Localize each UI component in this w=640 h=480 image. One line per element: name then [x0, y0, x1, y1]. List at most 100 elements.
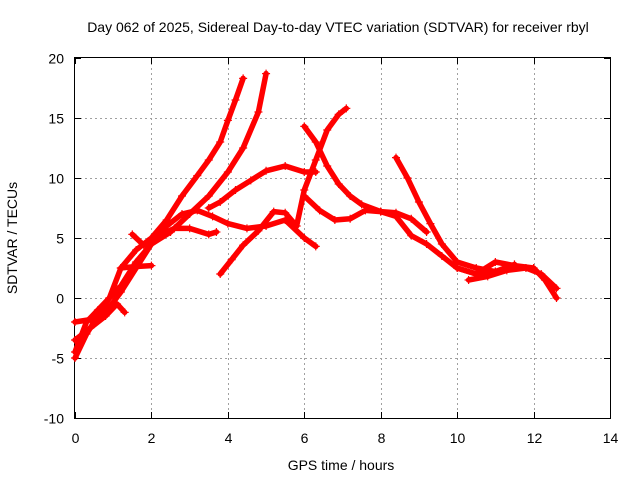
- data-point: [113, 300, 122, 308]
- data-point: [216, 198, 225, 206]
- series-arc-e: [128, 224, 221, 250]
- data-point: [105, 294, 114, 302]
- data-point: [132, 246, 141, 254]
- data-point: [204, 156, 213, 164]
- data-point: [227, 255, 236, 264]
- y-tick-labels: -10 -5 0 5 10 15 20: [44, 51, 64, 427]
- data-point: [239, 241, 248, 250]
- data-point: [216, 138, 225, 146]
- data-point: [403, 174, 412, 182]
- data-point: [128, 230, 137, 239]
- data-point: [552, 284, 561, 293]
- data-point: [147, 261, 156, 270]
- data-point: [346, 214, 355, 223]
- data-point: [281, 162, 290, 170]
- data-point: [262, 166, 271, 175]
- data-point: [208, 212, 217, 221]
- series-arc-f: [116, 261, 156, 272]
- data-point: [71, 336, 79, 344]
- data-point: [212, 228, 221, 236]
- data-point: [101, 312, 110, 320]
- y-tick-label: 5: [56, 231, 64, 247]
- data-point: [407, 214, 416, 223]
- y-tick-label: -10: [44, 411, 64, 427]
- data-point: [242, 224, 251, 233]
- y-tick-label: 20: [48, 51, 64, 67]
- chart-title: Day 062 of 2025, Sidereal Day-to-day VTE…: [87, 19, 589, 35]
- data-point: [231, 186, 240, 194]
- data-point: [262, 69, 271, 78]
- x-tick-label: 0: [72, 430, 80, 446]
- data-point: [357, 200, 366, 209]
- data-point: [491, 258, 500, 266]
- series-arc-c: [71, 206, 320, 326]
- data-point: [216, 270, 225, 278]
- data-point: [311, 156, 320, 164]
- x-tick-label: 8: [378, 430, 386, 446]
- data-point: [315, 206, 324, 215]
- data-point: [300, 234, 309, 242]
- data-point: [223, 116, 232, 125]
- data-point: [269, 207, 278, 216]
- data-point: [204, 192, 213, 200]
- data-point: [231, 96, 240, 104]
- data-point: [246, 176, 255, 185]
- series-line: [72, 207, 319, 325]
- data-point: [193, 171, 202, 180]
- x-tick-label: 10: [450, 430, 466, 446]
- x-tick-label: 4: [225, 430, 233, 446]
- data-point: [300, 192, 309, 200]
- series-line: [206, 163, 319, 211]
- series-arc-h: [216, 104, 351, 278]
- data-point: [311, 242, 320, 251]
- data-point: [162, 222, 171, 230]
- y-tick-label: 15: [48, 111, 64, 127]
- data-point: [128, 262, 137, 271]
- series-line: [72, 70, 269, 355]
- data-point: [155, 231, 164, 240]
- data-point: [464, 276, 473, 284]
- data-point: [521, 264, 530, 272]
- data-point: [334, 110, 343, 119]
- y-tick-label: 0: [56, 291, 64, 307]
- x-tick-labels: 0 2 4 6 8 10 12 14: [72, 430, 619, 446]
- y-axis-label: SDTVAR / TECUs: [4, 182, 20, 294]
- x-tick-label: 6: [301, 430, 309, 446]
- data-point: [311, 138, 320, 146]
- data-point: [502, 266, 511, 275]
- data-point: [204, 204, 213, 212]
- data-point: [300, 168, 309, 176]
- x-tick-label: 2: [148, 430, 156, 446]
- data-point: [139, 241, 148, 250]
- series-line: [217, 105, 350, 277]
- data-point: [254, 226, 263, 235]
- data-point: [86, 324, 95, 332]
- data-point: [185, 224, 194, 233]
- x-axis-label: GPS time / hours: [288, 457, 395, 473]
- data-point: [376, 207, 385, 216]
- data-point: [422, 228, 431, 236]
- data-point: [116, 288, 125, 296]
- axis-ticks: [75, 58, 611, 419]
- data-point: [170, 224, 179, 233]
- series-arc-g: [204, 162, 320, 212]
- data-point: [292, 222, 301, 230]
- data-point: [239, 74, 248, 83]
- data-point: [552, 294, 561, 302]
- data-series: [71, 69, 561, 362]
- data-point: [281, 208, 290, 217]
- data-point: [483, 272, 492, 281]
- data-point: [300, 122, 309, 131]
- data-point: [178, 210, 186, 218]
- y-tick-label: 10: [48, 171, 64, 187]
- series-arc-m: [464, 264, 561, 293]
- data-point: [392, 153, 400, 162]
- data-point: [453, 264, 462, 272]
- data-point: [346, 192, 355, 200]
- data-point: [422, 240, 431, 248]
- data-point: [414, 198, 423, 206]
- data-point: [86, 315, 95, 324]
- data-point: [426, 219, 435, 228]
- data-point: [120, 308, 129, 317]
